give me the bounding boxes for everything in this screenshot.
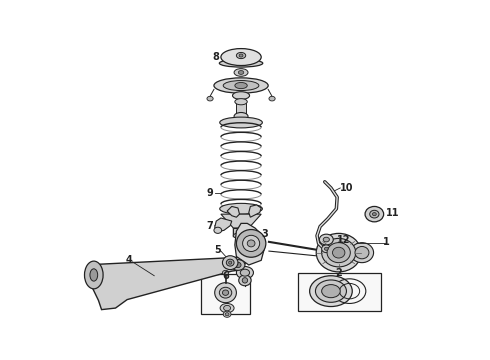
Ellipse shape: [229, 261, 232, 264]
Ellipse shape: [269, 96, 275, 101]
Ellipse shape: [333, 247, 345, 258]
Ellipse shape: [238, 71, 244, 75]
Text: 1: 1: [383, 237, 390, 247]
Polygon shape: [215, 218, 232, 232]
Ellipse shape: [369, 210, 379, 218]
Ellipse shape: [221, 49, 261, 66]
Ellipse shape: [222, 256, 238, 270]
Ellipse shape: [372, 213, 376, 216]
Ellipse shape: [222, 270, 229, 275]
Text: 10: 10: [340, 183, 353, 193]
Ellipse shape: [316, 233, 361, 272]
Ellipse shape: [220, 287, 232, 298]
Polygon shape: [221, 214, 261, 228]
Text: 2: 2: [335, 267, 342, 278]
Ellipse shape: [240, 269, 249, 276]
Text: 4: 4: [126, 255, 133, 265]
Text: 9: 9: [207, 188, 214, 198]
Text: 5: 5: [215, 244, 221, 255]
Bar: [297, 273, 381, 311]
Ellipse shape: [239, 54, 243, 57]
Ellipse shape: [223, 311, 231, 317]
Ellipse shape: [223, 81, 259, 91]
Ellipse shape: [319, 234, 333, 245]
Bar: [233, 228, 249, 236]
Ellipse shape: [235, 82, 247, 89]
Ellipse shape: [316, 280, 346, 302]
Ellipse shape: [215, 283, 236, 303]
Text: 11: 11: [386, 208, 400, 217]
Ellipse shape: [236, 266, 253, 279]
Ellipse shape: [234, 69, 248, 76]
Ellipse shape: [350, 243, 373, 263]
Bar: [236, 103, 246, 116]
Ellipse shape: [214, 78, 268, 93]
Ellipse shape: [247, 240, 255, 247]
Ellipse shape: [233, 92, 249, 99]
Ellipse shape: [355, 247, 369, 259]
Ellipse shape: [310, 276, 352, 306]
Ellipse shape: [323, 237, 329, 242]
Ellipse shape: [220, 117, 262, 128]
Polygon shape: [89, 257, 245, 310]
Ellipse shape: [231, 260, 245, 270]
Ellipse shape: [242, 278, 247, 283]
Ellipse shape: [321, 245, 331, 253]
Ellipse shape: [223, 305, 231, 311]
Ellipse shape: [234, 112, 248, 120]
Ellipse shape: [236, 53, 245, 59]
Ellipse shape: [222, 290, 229, 295]
Ellipse shape: [365, 206, 384, 222]
Text: 3: 3: [261, 229, 268, 239]
Polygon shape: [249, 205, 261, 217]
Ellipse shape: [321, 285, 340, 298]
Ellipse shape: [220, 59, 263, 67]
Ellipse shape: [321, 238, 356, 267]
Ellipse shape: [327, 243, 350, 263]
Ellipse shape: [324, 247, 328, 250]
Text: 7: 7: [207, 221, 214, 231]
Bar: [201, 274, 250, 314]
Ellipse shape: [236, 230, 266, 257]
Ellipse shape: [226, 259, 234, 266]
Ellipse shape: [235, 99, 247, 105]
Ellipse shape: [225, 313, 229, 316]
Ellipse shape: [243, 235, 260, 252]
Ellipse shape: [90, 269, 98, 281]
Ellipse shape: [214, 227, 221, 233]
Text: 8: 8: [213, 52, 220, 62]
Ellipse shape: [220, 203, 262, 214]
Text: 12: 12: [337, 235, 350, 245]
Ellipse shape: [239, 275, 251, 286]
Ellipse shape: [84, 261, 103, 289]
Text: 6: 6: [222, 271, 229, 281]
Ellipse shape: [235, 262, 241, 267]
Ellipse shape: [220, 303, 234, 313]
Ellipse shape: [233, 233, 249, 239]
Polygon shape: [235, 223, 264, 265]
Polygon shape: [227, 206, 240, 217]
Ellipse shape: [207, 96, 213, 101]
